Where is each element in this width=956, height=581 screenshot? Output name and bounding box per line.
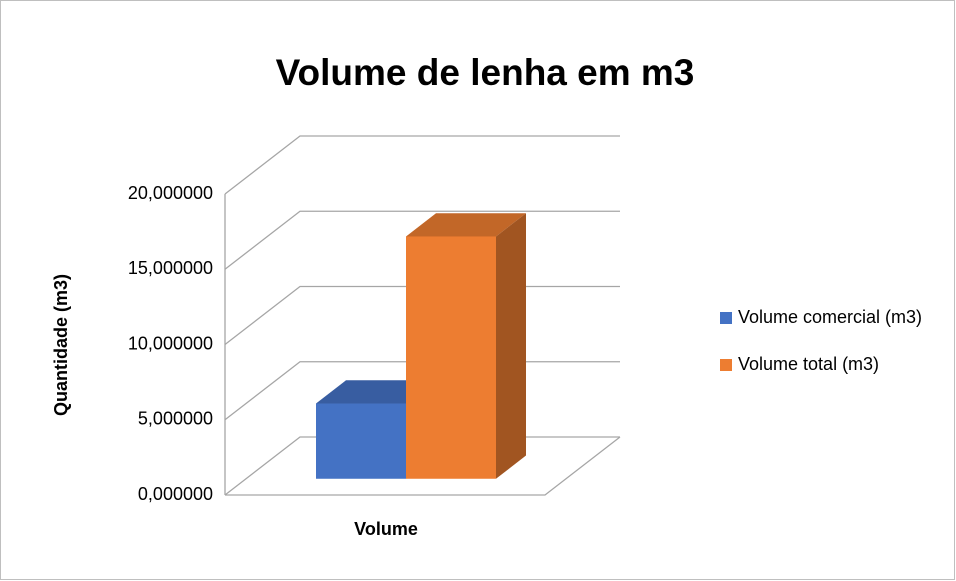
chart-title: Volume de lenha em m3 — [276, 52, 695, 93]
y-tick-label: 20,000000 — [128, 183, 213, 203]
y-tick-label: 15,000000 — [128, 258, 213, 278]
bar — [316, 403, 406, 479]
x-tick-label: Volume — [354, 519, 418, 539]
bar-top — [406, 213, 526, 237]
y-tick-label: 10,000000 — [128, 333, 213, 353]
bar — [406, 236, 496, 479]
legend-label: Volume comercial (m3) — [738, 307, 922, 327]
floor — [225, 436, 621, 496]
bar-side — [496, 213, 526, 479]
legend-swatch — [720, 312, 732, 324]
grid-line — [224, 135, 620, 195]
y-tick-label: 0,000000 — [138, 484, 213, 504]
legend-swatch — [720, 359, 732, 371]
legend-label: Volume total (m3) — [738, 354, 879, 374]
y-tick-label: 5,000000 — [138, 409, 213, 429]
grid-line — [224, 210, 620, 270]
y-axis-label: Quantidade (m3) — [51, 274, 71, 416]
